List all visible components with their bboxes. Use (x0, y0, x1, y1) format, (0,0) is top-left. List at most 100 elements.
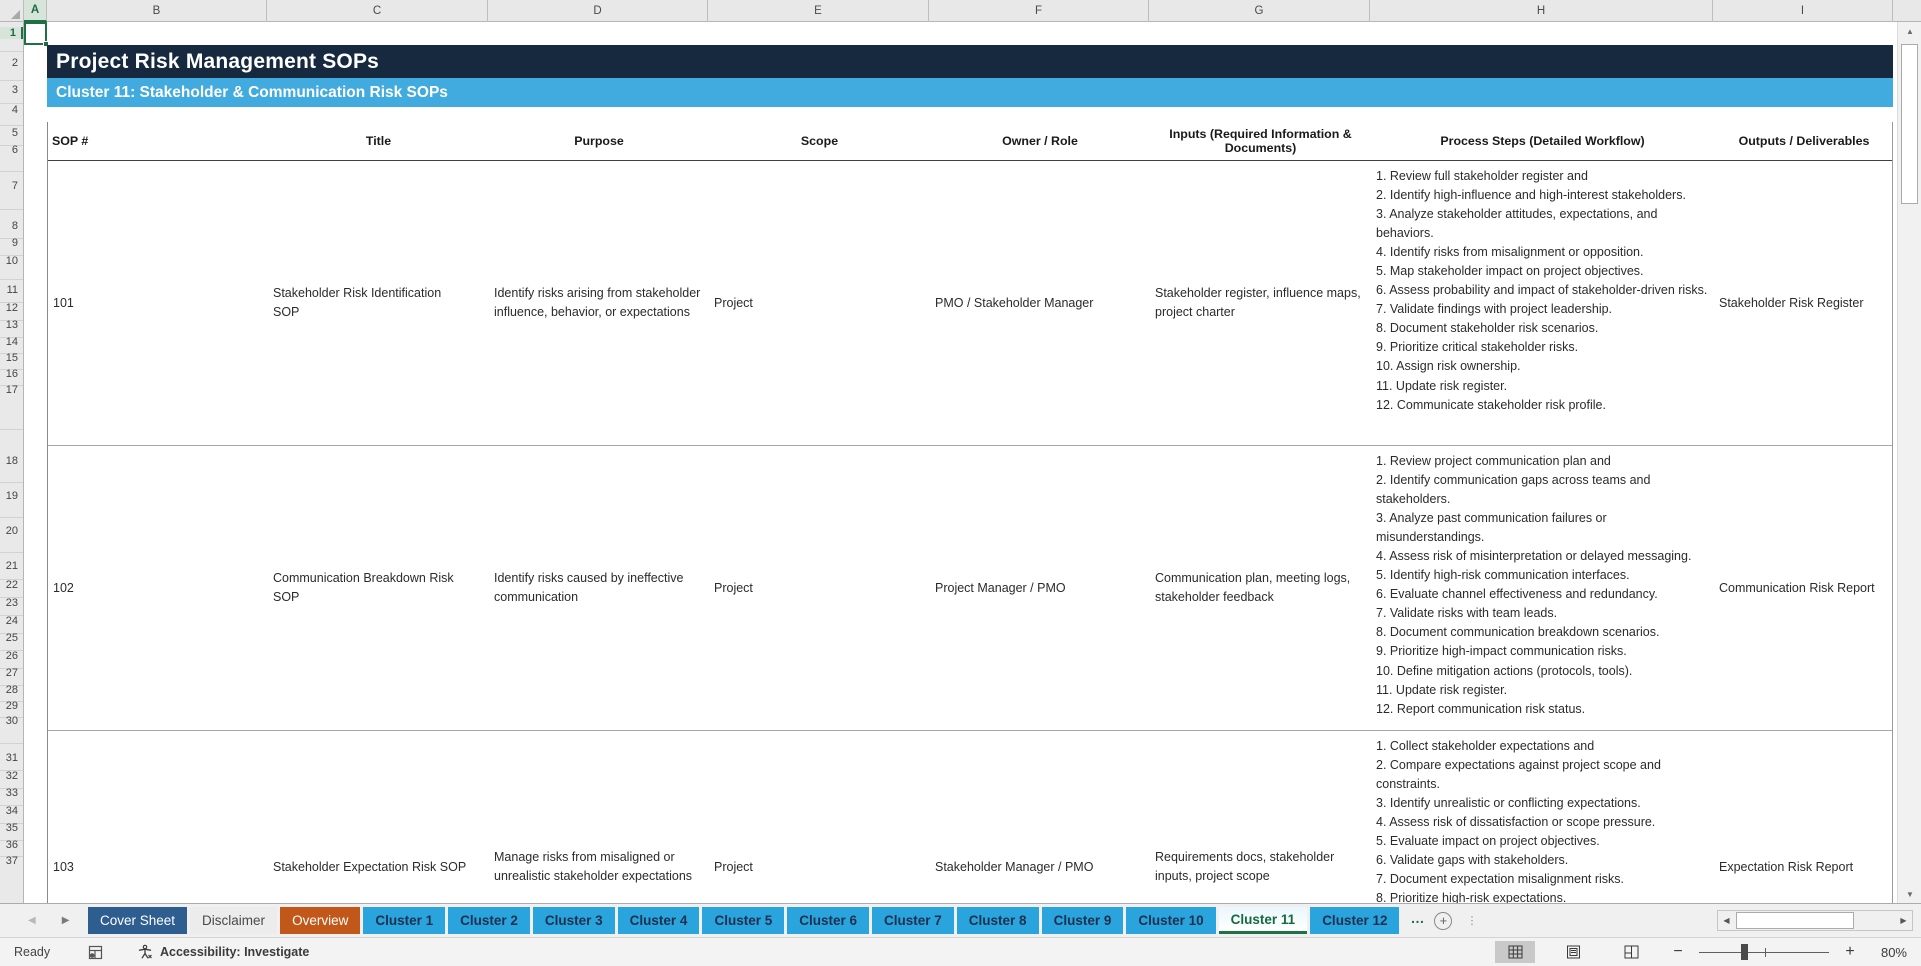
sheet-tab-cluster-7[interactable]: Cluster 7 (872, 907, 954, 934)
scroll-right-icon[interactable]: ▶ (1900, 916, 1907, 925)
row-header-25[interactable]: 25 (5, 632, 18, 644)
column-header-A[interactable]: A (24, 0, 47, 22)
row-header-29[interactable]: 29 (5, 700, 18, 712)
column-header-B[interactable]: B (47, 0, 267, 22)
row-header-22[interactable]: 22 (5, 579, 18, 591)
row-header-26[interactable]: 26 (5, 650, 18, 662)
page-break-preview-button[interactable] (1611, 941, 1651, 963)
normal-view-button[interactable] (1495, 941, 1535, 963)
sheet-tab-cluster-12[interactable]: Cluster 12 (1310, 907, 1400, 934)
row-header-6[interactable]: 6 (11, 144, 18, 156)
zoom-slider-thumb[interactable] (1741, 944, 1748, 960)
row-header-33[interactable]: 33 (5, 787, 18, 799)
column-header-G[interactable]: G (1149, 0, 1370, 22)
sop-row-103[interactable]: 103 Stakeholder Expectation Risk SOP Manag… (48, 731, 1892, 903)
more-sheets-ellipsis[interactable]: … (1410, 909, 1425, 926)
row-gutter-separator (0, 278, 23, 280)
sheet-tab-cluster-11[interactable]: Cluster 11 (1218, 907, 1308, 934)
sheet-tab-cluster-1[interactable]: Cluster 1 (363, 907, 446, 934)
zoom-slider[interactable] (1699, 942, 1829, 962)
process-step-line: 8. Prioritize high-risk expectations. (1376, 891, 1567, 903)
row-header-10[interactable]: 10 (5, 255, 18, 267)
row-header-12[interactable]: 12 (5, 302, 18, 314)
horizontal-scrollbar[interactable]: ◀ ▶ (1717, 910, 1913, 931)
page-layout-view-button[interactable] (1553, 941, 1593, 963)
cell-process-steps: 1. Review project communication plan and… (1371, 446, 1714, 730)
row-header-34[interactable]: 34 (5, 805, 18, 817)
row-header-19[interactable]: 19 (5, 490, 18, 502)
row-header-32[interactable]: 32 (5, 770, 18, 782)
accessibility-status[interactable]: Accessibility: Investigate (137, 944, 309, 960)
sheet-tab-overview[interactable]: Overview (280, 907, 361, 934)
row-header-36[interactable]: 36 (5, 839, 18, 851)
column-header-H[interactable]: H (1370, 0, 1713, 22)
sheet-tab-cluster-3[interactable]: Cluster 3 (532, 907, 615, 934)
sheet-tab-cluster-10[interactable]: Cluster 10 (1126, 907, 1216, 934)
scroll-down-icon[interactable]: ▼ (1906, 889, 1914, 899)
sheet-tab-cluster-9[interactable]: Cluster 9 (1041, 907, 1124, 934)
sheet-tab-cluster-4[interactable]: Cluster 4 (617, 907, 700, 934)
row-header-21[interactable]: 21 (5, 560, 18, 572)
column-header-F[interactable]: F (929, 0, 1149, 22)
new-sheet-button[interactable]: + (1434, 911, 1453, 930)
row-header-16[interactable]: 16 (5, 368, 18, 380)
status-mode: Ready (14, 945, 51, 959)
column-header-E[interactable]: E (708, 0, 929, 22)
table-header-5: Inputs (Required Information & Documents… (1169, 127, 1352, 155)
tab-bar-divider-dots-icon[interactable]: ⋮ (1466, 915, 1479, 927)
sheet-tab-cluster-5[interactable]: Cluster 5 (702, 907, 785, 934)
scroll-left-icon[interactable]: ◀ (1723, 916, 1730, 925)
column-header-C[interactable]: C (267, 0, 488, 22)
sop-row-102[interactable]: 102 Communication Breakdown Risk SOP Ident… (48, 446, 1892, 731)
horizontal-scrollbar-thumb[interactable] (1736, 912, 1854, 929)
row-header-17[interactable]: 17 (5, 384, 18, 396)
row-header-7[interactable]: 7 (11, 180, 18, 192)
zoom-out-button[interactable]: − (1673, 943, 1683, 960)
sheet-tab-cover-sheet[interactable]: Cover Sheet (88, 907, 188, 934)
row-header-31[interactable]: 31 (5, 752, 18, 764)
row-header-30[interactable]: 30 (5, 715, 18, 727)
row-header-35[interactable]: 35 (5, 822, 18, 834)
row-gutter-separator (0, 209, 23, 210)
vertical-scrollbar[interactable]: ▲ ▼ (1897, 22, 1921, 903)
fill-handle[interactable] (43, 41, 49, 47)
row-header-18[interactable]: 18 (5, 455, 18, 467)
row-header-24[interactable]: 24 (5, 615, 18, 627)
macro-record-icon[interactable] (88, 945, 103, 960)
column-header-D[interactable]: D (488, 0, 708, 22)
row-header-37[interactable]: 37 (5, 855, 18, 867)
scroll-up-icon[interactable]: ▲ (1906, 26, 1914, 36)
row-header-4[interactable]: 4 (11, 104, 18, 116)
row-header-8[interactable]: 8 (11, 220, 18, 232)
row-header-13[interactable]: 13 (5, 319, 18, 331)
zoom-in-button[interactable]: + (1845, 943, 1855, 960)
row-header-27[interactable]: 27 (5, 667, 18, 679)
tab-scroll-right-icon[interactable]: ▶ (61, 915, 70, 926)
select-all-corner[interactable] (0, 0, 24, 22)
row-header-20[interactable]: 20 (5, 525, 18, 537)
table-header-3: Scope (800, 134, 839, 148)
row-header-9[interactable]: 9 (11, 237, 18, 249)
row-header-3[interactable]: 3 (11, 84, 18, 96)
vertical-scrollbar-thumb[interactable] (1901, 44, 1918, 204)
sheet-tab-cluster-8[interactable]: Cluster 8 (956, 907, 1039, 934)
row-header-23[interactable]: 23 (5, 597, 18, 609)
row-header-15[interactable]: 15 (5, 352, 18, 364)
tab-scroll-left-icon[interactable]: ◀ (28, 915, 36, 926)
process-step-line: 6. Evaluate channel effectiveness and re… (1376, 587, 1658, 602)
row-header-5[interactable]: 5 (11, 127, 18, 139)
row-header-14[interactable]: 14 (5, 336, 18, 348)
sheet-tab-cluster-6[interactable]: Cluster 6 (787, 907, 870, 934)
row-header-11[interactable]: 11 (6, 284, 18, 296)
zoom-level[interactable]: 80% (1880, 944, 1907, 960)
selected-cell-outline[interactable] (24, 22, 49, 47)
row-header-28[interactable]: 28 (5, 684, 18, 696)
row-header-1[interactable]: 1 (0, 27, 23, 39)
sheet-tab-cluster-2[interactable]: Cluster 2 (448, 907, 530, 934)
row-gutter-separator (0, 336, 23, 338)
sop-table-header-row: SOP # Title Purpose Scope Owner / Role Inputs… (48, 122, 1892, 161)
sop-row-101[interactable]: 101 Stakeholder Risk Identification SOP Id… (48, 161, 1892, 446)
row-header-2[interactable]: 2 (11, 57, 18, 69)
sheet-tab-disclaimer[interactable]: Disclaimer (190, 907, 278, 934)
column-header-I[interactable]: I (1713, 0, 1893, 22)
